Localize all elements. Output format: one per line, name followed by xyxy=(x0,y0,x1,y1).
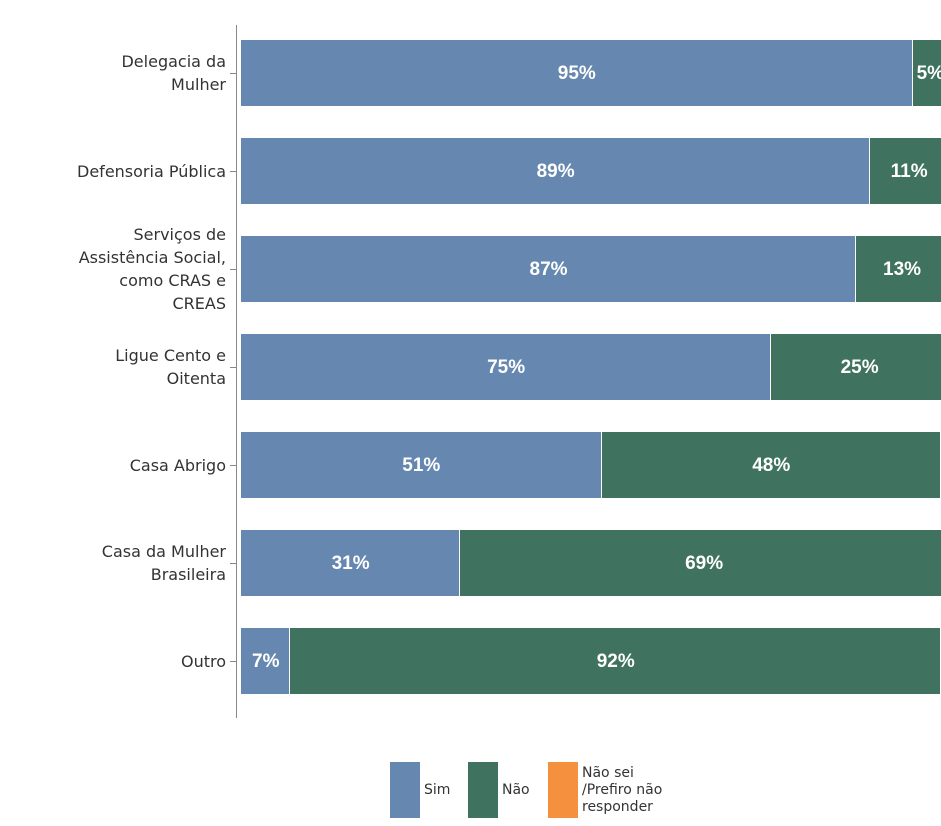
bar-segment xyxy=(601,432,941,498)
data-label: 89% xyxy=(536,161,575,182)
legend-swatch xyxy=(548,762,578,818)
tick xyxy=(230,563,236,564)
legend-label: Não sei /Prefiro não responder xyxy=(582,764,663,815)
data-label: 48% xyxy=(752,455,791,476)
data-label: 87% xyxy=(529,259,568,280)
category-label: Delegacia da Mulher xyxy=(121,52,226,94)
bar-segment xyxy=(241,628,291,694)
category-label: Outro xyxy=(180,651,226,671)
category-label: Ligue Cento e Oitenta xyxy=(115,346,226,388)
tick xyxy=(230,367,236,368)
data-label: 5% xyxy=(916,63,941,84)
legend-swatch xyxy=(390,762,420,818)
data-label: 13% xyxy=(883,259,922,280)
tick xyxy=(230,465,236,466)
legend-label: Sim xyxy=(424,781,451,798)
bar-segment xyxy=(241,530,461,596)
category-label: Casa da Mulher Brasileira xyxy=(101,542,226,584)
legend-swatch xyxy=(468,762,498,818)
data-label: 11% xyxy=(890,161,928,182)
bar-segment xyxy=(290,628,941,694)
data-label: 75% xyxy=(487,357,526,378)
bar-segment xyxy=(241,236,857,302)
data-label: 69% xyxy=(685,553,724,574)
data-label: 95% xyxy=(557,63,596,84)
bar-segment xyxy=(241,432,602,498)
tick xyxy=(230,73,236,74)
bar-segment xyxy=(912,40,941,106)
data-label: 51% xyxy=(402,455,441,476)
category-label: Serviços de Assistência Social, como CRA… xyxy=(78,225,226,313)
data-label: 31% xyxy=(331,553,370,574)
tick xyxy=(230,171,236,172)
bar-segment xyxy=(870,138,941,204)
tick xyxy=(230,269,236,270)
data-label: 7% xyxy=(252,651,280,672)
bar-segment xyxy=(241,138,871,204)
data-label: 92% xyxy=(596,651,635,672)
bar-segment xyxy=(460,530,941,596)
bar-segment xyxy=(771,334,941,400)
bar-segment xyxy=(856,236,941,302)
tick xyxy=(230,661,236,662)
axis-line xyxy=(236,25,237,718)
legend-label: Não xyxy=(502,781,530,798)
category-label: Defensoria Pública xyxy=(77,161,226,181)
bar-segment xyxy=(241,40,913,106)
data-label: 25% xyxy=(840,357,879,378)
bar-segment xyxy=(241,334,772,400)
category-label: Casa Abrigo xyxy=(129,455,226,475)
